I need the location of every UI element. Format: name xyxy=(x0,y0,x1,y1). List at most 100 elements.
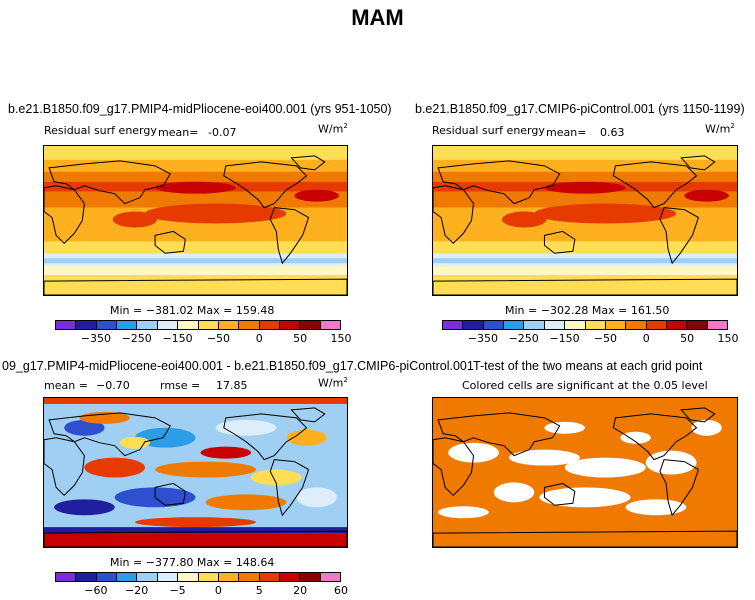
colorbar-tick-label: −50 xyxy=(206,332,231,345)
colorbar-swatch xyxy=(198,321,219,329)
map-anomaly xyxy=(54,499,115,516)
map-anomaly xyxy=(84,457,145,478)
map-nonsignificant-area xyxy=(539,487,631,508)
colorbar-tick-label: −350 xyxy=(467,332,498,345)
colorbar-swatch xyxy=(524,321,545,329)
map-band xyxy=(145,203,287,224)
continent-outline xyxy=(433,278,737,295)
colorbar-swatch xyxy=(76,573,97,581)
map-svg xyxy=(433,146,737,295)
panel1-map xyxy=(43,145,348,296)
map-band xyxy=(294,189,339,202)
colorbar-swatch xyxy=(259,573,280,581)
map-nonsignificant-area xyxy=(493,482,535,503)
colorbar-swatch xyxy=(137,321,158,329)
continent-outline xyxy=(437,160,561,205)
colorbar-swatch xyxy=(483,321,505,329)
map-nonsignificant-area xyxy=(448,442,499,463)
colorbar-swatch xyxy=(279,321,301,329)
continent-outline xyxy=(543,482,576,506)
map-band xyxy=(684,189,729,202)
colorbar-swatch xyxy=(279,573,301,581)
colorbar-swatch xyxy=(626,321,647,329)
colorbar-swatch xyxy=(666,321,688,329)
colorbar-swatch xyxy=(707,321,728,329)
panel3-mean-value: −0.70 xyxy=(96,379,130,392)
continent-outline xyxy=(154,230,186,254)
colorbar-swatch xyxy=(117,573,138,581)
continent-outline xyxy=(659,207,700,265)
map-band xyxy=(44,533,347,547)
map-band xyxy=(155,181,236,194)
colorbar-swatch xyxy=(565,321,586,329)
map-band xyxy=(433,275,737,295)
map-band xyxy=(44,265,347,276)
map-nonsignificant-area xyxy=(544,421,585,434)
panel1-title: b.e21.B1850.f09_g17.PMIP4-midPliocene-eo… xyxy=(8,102,392,116)
map-anomaly xyxy=(251,469,302,486)
panel1-mean-label: mean= xyxy=(158,126,199,139)
panel3-map xyxy=(43,397,348,548)
map-anomaly xyxy=(155,461,257,478)
continent-outline xyxy=(48,412,171,457)
colorbar-tick-label: −60 xyxy=(84,584,108,597)
map-anomaly xyxy=(296,487,337,508)
colorbar-swatch xyxy=(178,321,199,329)
panel2-title: b.e21.B1850.f09_g17.CMIP6-piControl.001 … xyxy=(415,102,745,116)
continent-outline xyxy=(223,161,308,209)
panel3-units: W/m2 xyxy=(318,376,348,390)
map-band xyxy=(44,275,347,295)
colorbar-tick-label: 20 xyxy=(293,584,308,597)
colorbar-tick-label: 150 xyxy=(330,332,352,345)
map-anomaly xyxy=(205,494,287,511)
colorbar-swatch xyxy=(218,573,240,581)
continent-outline xyxy=(223,413,308,461)
colorbar-tick-label: −20 xyxy=(125,584,149,597)
map-band xyxy=(433,146,737,160)
continent-outline xyxy=(680,407,716,423)
continent-outline xyxy=(48,160,171,205)
panel1-units: W/m2 xyxy=(318,122,348,136)
colorbar-tick-label: 150 xyxy=(717,332,739,345)
panel2-units: W/m2 xyxy=(705,122,735,136)
panel4-subtitle: Colored cells are significant at the 0.0… xyxy=(462,379,708,392)
colorbar-swatch xyxy=(646,321,667,329)
map-band xyxy=(534,203,677,224)
panel1-subtitle: Residual surf energy xyxy=(44,124,157,137)
map-svg xyxy=(44,146,347,295)
map-nonsignificant-area xyxy=(620,431,651,444)
colorbar-tick-label: −50 xyxy=(593,332,618,345)
panel2-mean-label: mean= xyxy=(546,126,587,139)
colorbar-swatch xyxy=(504,321,525,329)
map-nonsignificant-area xyxy=(564,457,646,478)
panel2-subtitle: Residual surf energy xyxy=(432,124,545,137)
map-band xyxy=(544,181,626,194)
colorbar-swatch xyxy=(239,573,260,581)
continent-outline xyxy=(612,161,698,209)
colorbar-tick-label: −150 xyxy=(162,332,193,345)
panel3-rmse-value: 17.85 xyxy=(216,379,248,392)
colorbar-tick-label: −150 xyxy=(549,332,580,345)
map-anomaly xyxy=(119,436,151,449)
map-anomaly xyxy=(286,429,327,446)
colorbar-tick-label: −250 xyxy=(121,332,152,345)
colorbar-tick-label: −5 xyxy=(169,584,186,597)
colorbar-swatch xyxy=(320,321,341,329)
colorbar-tick-label: 0 xyxy=(642,332,650,345)
panel3-rmse-label: rmse = xyxy=(160,379,201,392)
map-band xyxy=(44,159,347,172)
colorbar-swatch xyxy=(239,321,260,329)
panel2-min-max: Min = −302.28 Max = 161.50 xyxy=(505,304,670,317)
continent-outline xyxy=(433,530,737,547)
colorbar-tick-label: −350 xyxy=(80,332,111,345)
panel3-title: 09_g17.PMIP4-midPliocene-eoi400.001 - b.… xyxy=(2,359,474,373)
map-anomaly xyxy=(134,517,257,528)
colorbar-swatch xyxy=(178,573,199,581)
map-band xyxy=(433,191,737,208)
colorbar-swatch xyxy=(137,573,158,581)
continent-outline xyxy=(659,459,700,517)
colorbar-swatch xyxy=(218,321,240,329)
map-nonsignificant-area xyxy=(438,506,489,519)
continent-outline xyxy=(433,185,475,245)
colorbar-swatch xyxy=(96,573,118,581)
